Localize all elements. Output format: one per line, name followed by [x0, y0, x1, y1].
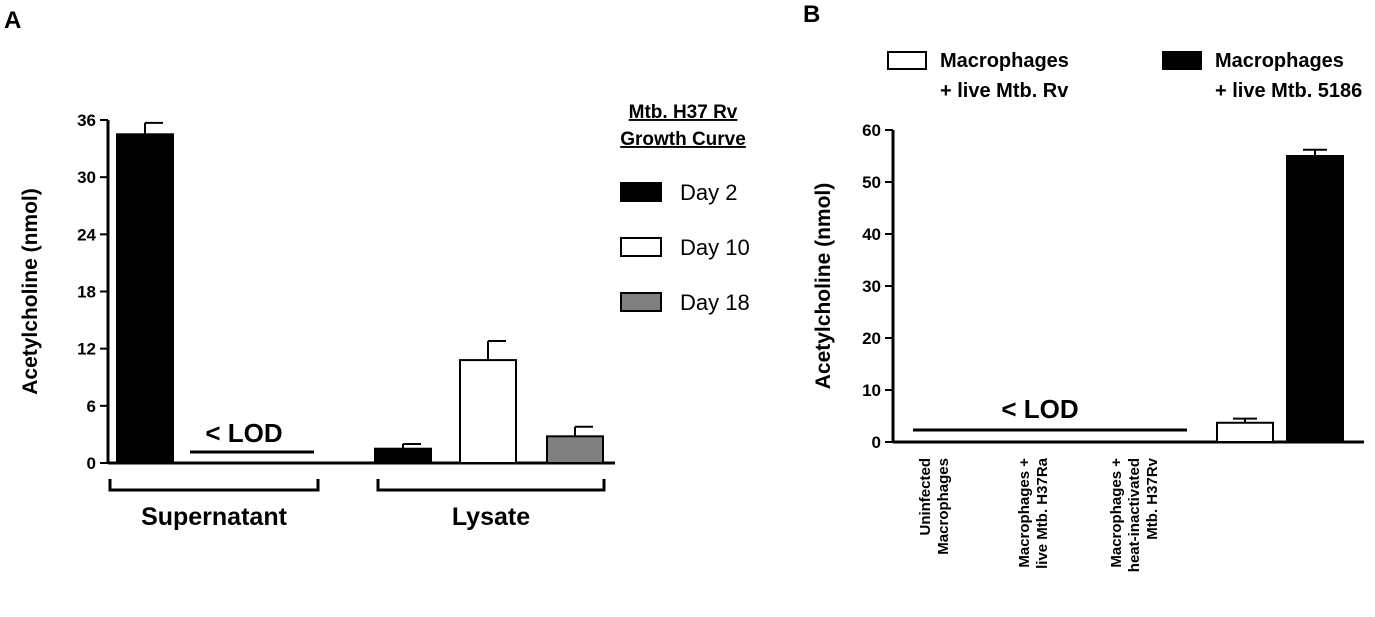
bar: [1286, 155, 1344, 443]
group-bracket: [376, 479, 606, 492]
category-label-line: live Mtb. H37Ra: [1034, 457, 1051, 569]
legend-label: Macrophages: [940, 50, 1069, 72]
bar: [374, 447, 432, 465]
legend-swatch: [620, 292, 662, 312]
panel-b-chart: 0 10 20 30 40 50 60 Acetylcholine (nmol) < LOD Un…: [812, 50, 1364, 572]
y-tick-label: 30: [77, 168, 96, 187]
y-tick-label: 30: [862, 277, 881, 296]
y-tick-label: 10: [862, 381, 881, 400]
legend-label: Day 10: [680, 235, 750, 260]
legend-swatch: [620, 237, 662, 257]
y-axis-title: Acetylcholine (nmol): [812, 183, 835, 390]
y-tick-label: 40: [862, 225, 881, 244]
bar: [116, 133, 174, 465]
y-tick-label: 6: [87, 397, 96, 416]
panel-b-letter: B: [803, 1, 820, 28]
y-axis-title: Acetylcholine (nmol): [19, 188, 42, 395]
category-label-line: heat-inactivated: [1126, 458, 1143, 572]
category-label-line: Macrophages +: [1108, 458, 1125, 568]
category-label: Macrophages + heat-inactivated Mtb. H37Rv: [1108, 457, 1161, 572]
category-label-line: Macrophages +: [1016, 458, 1033, 568]
y-tick-label: 20: [862, 329, 881, 348]
lod-label: < LOD: [1001, 394, 1078, 424]
category-label-line: Mtb. H37Rv: [1144, 457, 1161, 539]
y-tick-label: 24: [77, 225, 96, 244]
y-tick-label: 12: [77, 340, 96, 359]
panel-a-chart: 0 6 12 18 24 30 36 Acetylcholine (nmol) Supernat…: [19, 102, 750, 531]
category-label: Macrophages + live Mtb. H37Ra: [1016, 457, 1051, 569]
y-tick-label: 50: [862, 173, 881, 192]
legend-swatch: [620, 182, 662, 202]
y-tick-label: 36: [77, 111, 96, 130]
legend-swatch: [887, 51, 927, 70]
group-label: Lysate: [452, 503, 530, 531]
y-tick-label: 18: [77, 283, 96, 302]
group-bracket: [108, 479, 320, 492]
legend-label: Day 2: [680, 180, 737, 205]
bar: [1216, 421, 1274, 444]
bar: [459, 359, 517, 465]
y-tick-label: 0: [872, 433, 881, 452]
y-tick-label: 60: [862, 121, 881, 140]
legend-title: Growth Curve: [620, 129, 746, 150]
lod-label: < LOD: [205, 418, 282, 448]
group-label: Supernatant: [141, 503, 288, 531]
category-label-line: Uninfected: [917, 458, 934, 536]
legend-swatch: [1162, 51, 1202, 70]
y-tick-label: 0: [87, 454, 96, 473]
category-label: Uninfected Macrophages: [917, 458, 952, 555]
legend-label: + live Mtb. Rv: [940, 80, 1069, 102]
bar: [546, 435, 604, 465]
legend-title: Mtb. H37 Rv: [629, 102, 738, 123]
legend-label: + live Mtb. 5186: [1215, 80, 1362, 102]
category-label-line: Macrophages: [935, 458, 952, 555]
legend-label: Day 18: [680, 290, 750, 315]
legend-label: Macrophages: [1215, 50, 1344, 72]
panel-a-letter: A: [4, 7, 21, 34]
